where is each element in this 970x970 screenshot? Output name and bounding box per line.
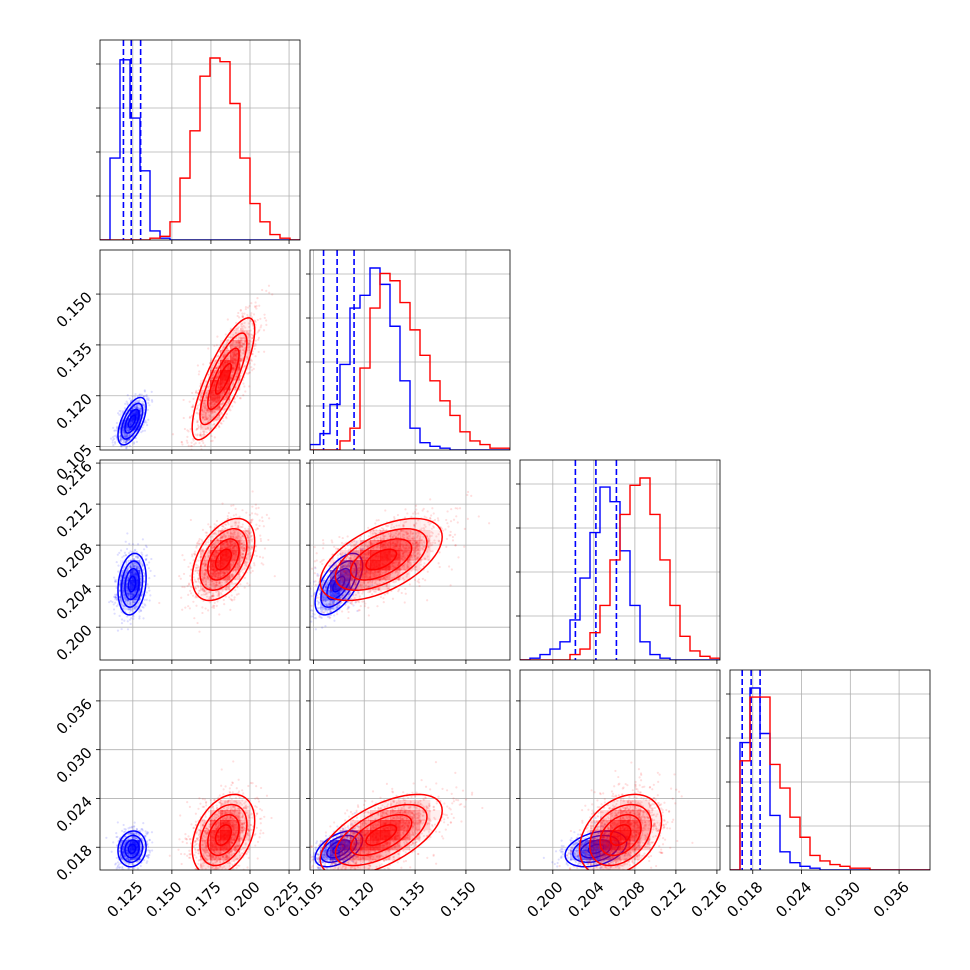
contour-series-1 xyxy=(199,527,248,592)
panel-frame xyxy=(729,669,931,871)
contour-series-1 xyxy=(334,803,428,867)
panel-frame xyxy=(309,459,511,661)
contour-series-1 xyxy=(207,538,240,581)
contour-series-0 xyxy=(124,567,140,601)
histogram-series-0 xyxy=(100,59,300,240)
contour-series-0 xyxy=(124,839,140,859)
histogram-panel-2 xyxy=(516,459,721,664)
x-tick-label: 0.212 xyxy=(647,878,690,921)
contour-series-0 xyxy=(326,567,352,601)
x-tick-label: 0.204 xyxy=(564,878,607,921)
contour-series-1 xyxy=(207,347,240,411)
y-tick-label: 0.150 xyxy=(53,288,96,331)
contour-series-0 xyxy=(127,575,137,593)
contour-series-1 xyxy=(199,332,248,426)
contour-series-0 xyxy=(320,560,358,608)
x-tick-label: 0.018 xyxy=(723,878,766,921)
histogram-series-0 xyxy=(520,486,720,660)
y-tick-label: 0.212 xyxy=(53,498,96,541)
contour-series-1 xyxy=(214,362,233,395)
scatter-panel-3-1: 0.105 0.120 0.135 0.150 xyxy=(284,669,511,921)
contour-series-1 xyxy=(599,813,642,857)
contour-series-0 xyxy=(117,830,147,868)
histogram-panel-0 xyxy=(96,39,301,244)
contour-series-0 xyxy=(332,843,346,855)
x-tick-label: 0.036 xyxy=(870,878,913,921)
contour-series-0 xyxy=(124,408,140,434)
histogram-series-0 xyxy=(730,687,930,870)
x-tick-label: 0.175 xyxy=(182,878,225,921)
y-tick-label: 0.120 xyxy=(53,390,96,433)
contour-series-0 xyxy=(120,402,144,440)
y-tick-label: 0.135 xyxy=(53,339,96,382)
x-tick-label: 0.150 xyxy=(143,878,186,921)
contour-series-0 xyxy=(326,839,352,859)
x-tick-label: 0.135 xyxy=(386,878,429,921)
contour-series-1 xyxy=(214,824,233,846)
contour-series-1 xyxy=(578,793,663,870)
contour-series-1 xyxy=(191,317,256,441)
contour-series-0 xyxy=(314,830,364,868)
y-tick-label: 0.200 xyxy=(53,621,96,664)
contour-series-1 xyxy=(349,538,413,581)
contour-series-1 xyxy=(319,793,443,870)
contour-series-1 xyxy=(191,517,256,602)
histogram-series-0 xyxy=(310,267,510,450)
x-tick-label: 0.150 xyxy=(437,878,480,921)
panel-frame xyxy=(519,459,721,661)
x-tick-label: 0.200 xyxy=(523,878,566,921)
scatter-panel-3-0: 0.1250.1500.1750.2000.2250.0180.0240.030… xyxy=(53,669,303,921)
histogram-panel-3: 0.018 0.024 0.030 0.036 xyxy=(723,669,931,921)
y-tick-label: 0.036 xyxy=(53,695,96,738)
x-tick-label: 0.125 xyxy=(103,878,146,921)
contour-series-1 xyxy=(609,824,632,846)
panel-frame xyxy=(309,249,511,451)
y-tick-label: 0.024 xyxy=(53,793,96,836)
contour-series-0 xyxy=(120,560,144,608)
panel-frame xyxy=(99,249,301,451)
histogram-series-1 xyxy=(730,696,930,870)
panel-frame xyxy=(99,669,301,871)
x-tick-label: 0.216 xyxy=(688,878,731,921)
panel-frame xyxy=(519,669,721,871)
contour-series-1 xyxy=(365,824,398,846)
y-tick-label: 0.030 xyxy=(53,744,96,787)
x-tick-label: 0.208 xyxy=(606,878,649,921)
contour-series-1 xyxy=(334,527,428,592)
x-tick-label: 0.030 xyxy=(821,878,864,921)
contour-series-0 xyxy=(117,552,147,616)
histogram-series-1 xyxy=(520,477,720,660)
contour-series-1 xyxy=(207,813,240,857)
panel-frame xyxy=(99,459,301,661)
panel-frame xyxy=(309,669,511,871)
contour-series-1 xyxy=(349,813,413,857)
scatter-panel-2-1 xyxy=(306,459,511,664)
contour-series-1 xyxy=(365,548,398,571)
x-tick-label: 0.200 xyxy=(221,878,264,921)
y-tick-label: 0.018 xyxy=(53,841,96,884)
contour-series-1 xyxy=(191,793,256,870)
histogram-series-1 xyxy=(310,272,510,450)
contour-series-1 xyxy=(214,548,233,571)
histogram-series-1 xyxy=(100,57,300,240)
contour-series-0 xyxy=(314,552,364,616)
contour-series-0 xyxy=(117,396,147,446)
contour-series-1 xyxy=(199,803,248,867)
contour-series-0 xyxy=(120,834,144,864)
histogram-panel-1 xyxy=(306,249,511,454)
contour-series-1 xyxy=(319,517,443,602)
y-tick-label: 0.208 xyxy=(53,539,96,582)
contour-series-0 xyxy=(127,843,137,855)
x-tick-label: 0.120 xyxy=(335,878,378,921)
contour-series-0 xyxy=(127,414,137,428)
panel-frame xyxy=(99,39,301,241)
contour-series-1 xyxy=(588,803,653,867)
y-tick-label: 0.204 xyxy=(53,580,96,623)
x-tick-label: 0.024 xyxy=(772,878,815,921)
